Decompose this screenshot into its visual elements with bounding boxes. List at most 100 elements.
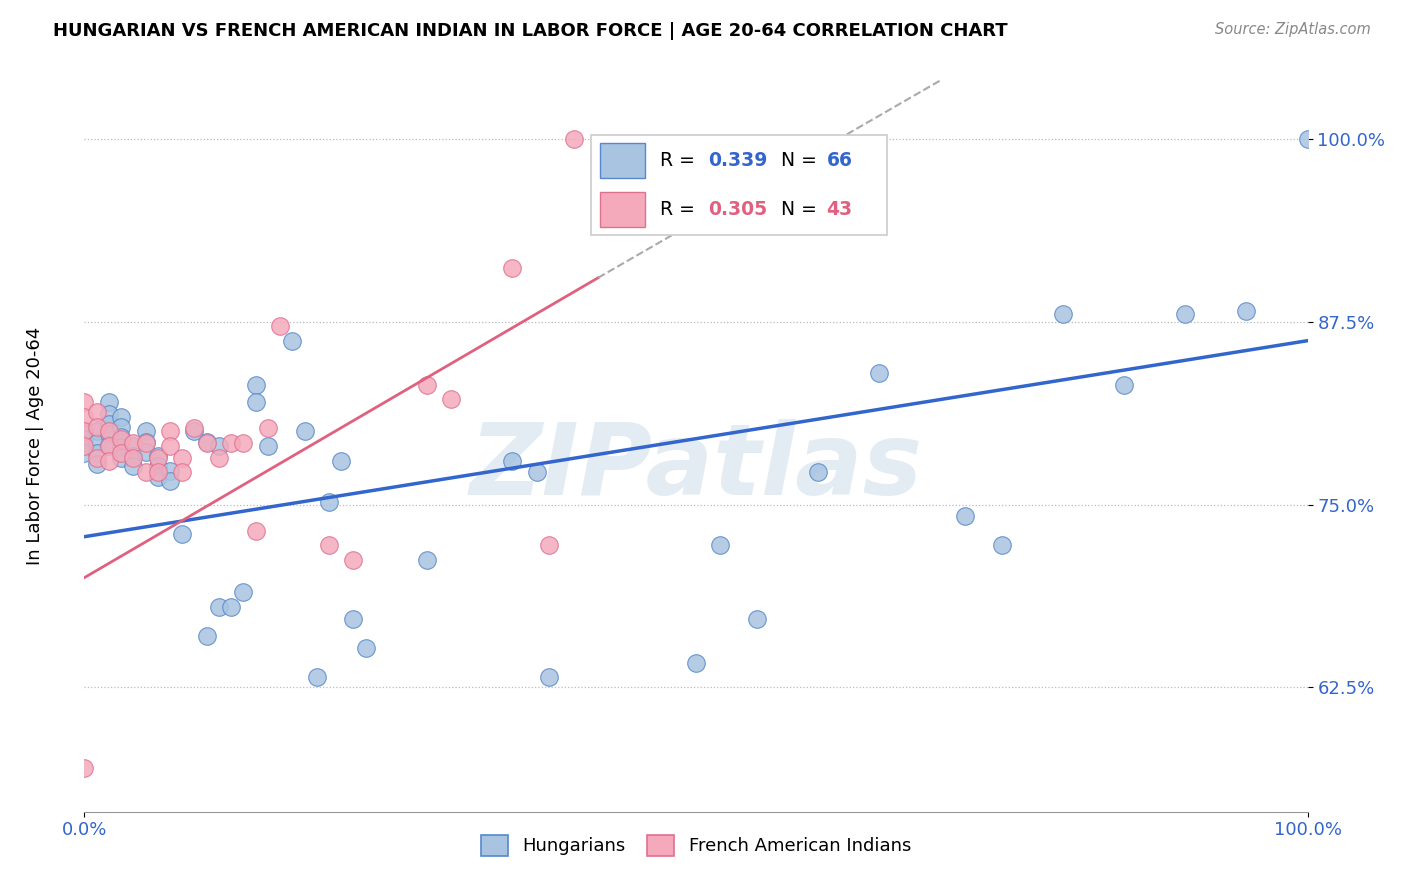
Point: [146, 466, 169, 480]
Point: [135, 445, 157, 459]
Point: [146, 459, 169, 474]
Point: [318, 539, 340, 553]
Point: [195, 629, 218, 643]
Point: [159, 439, 181, 453]
Point: [183, 425, 205, 439]
Point: [526, 466, 548, 480]
Point: [232, 436, 254, 450]
Point: [245, 377, 267, 392]
Point: [110, 430, 132, 444]
Point: [135, 436, 157, 450]
Text: 0.305: 0.305: [709, 200, 768, 219]
Point: [538, 539, 561, 553]
Point: [146, 469, 169, 483]
Point: [97, 427, 120, 442]
Point: [294, 425, 316, 439]
Text: N =: N =: [769, 200, 823, 219]
Point: [86, 450, 108, 465]
Point: [122, 449, 145, 463]
Point: [245, 524, 267, 538]
Point: [97, 395, 120, 409]
Text: HUNGARIAN VS FRENCH AMERICAN INDIAN IN LABOR FORCE | AGE 20-64 CORRELATION CHART: HUNGARIAN VS FRENCH AMERICAN INDIAN IN L…: [53, 22, 1008, 40]
Point: [416, 553, 439, 567]
Point: [502, 260, 524, 275]
Point: [538, 670, 561, 684]
Text: 66: 66: [827, 152, 852, 170]
Point: [219, 599, 242, 614]
Point: [342, 553, 364, 567]
Point: [709, 539, 731, 553]
Point: [416, 377, 439, 392]
Point: [146, 450, 169, 465]
Point: [110, 409, 132, 424]
Point: [97, 437, 120, 451]
Point: [172, 466, 194, 480]
Point: [97, 407, 120, 421]
Point: [245, 395, 267, 409]
Point: [257, 439, 280, 453]
Point: [1236, 304, 1258, 318]
Text: 0.339: 0.339: [709, 152, 768, 170]
Point: [1174, 307, 1197, 321]
Point: [1296, 132, 1319, 146]
Point: [305, 670, 328, 684]
Text: Source: ZipAtlas.com: Source: ZipAtlas.com: [1215, 22, 1371, 37]
Point: [208, 450, 231, 465]
Text: N =: N =: [769, 152, 823, 170]
Point: [97, 453, 120, 467]
Point: [122, 459, 145, 474]
Point: [159, 474, 181, 488]
Point: [110, 441, 132, 455]
Point: [257, 421, 280, 435]
Point: [747, 612, 769, 626]
Point: [172, 450, 194, 465]
Point: [195, 434, 218, 449]
FancyBboxPatch shape: [600, 193, 645, 227]
Text: R =: R =: [661, 152, 702, 170]
Point: [318, 494, 340, 508]
Point: [86, 446, 108, 460]
Point: [86, 425, 108, 439]
Point: [73, 761, 96, 775]
Point: [122, 436, 145, 450]
Point: [159, 464, 181, 478]
Point: [208, 599, 231, 614]
Point: [807, 466, 830, 480]
Point: [73, 446, 96, 460]
Point: [440, 392, 463, 407]
Text: In Labor Force | Age 20-64: In Labor Force | Age 20-64: [27, 326, 44, 566]
Point: [991, 539, 1014, 553]
Point: [73, 425, 96, 439]
Text: R =: R =: [661, 200, 702, 219]
Point: [172, 526, 194, 541]
Point: [195, 436, 218, 450]
Point: [122, 450, 145, 465]
Point: [97, 439, 120, 453]
Point: [73, 395, 96, 409]
Legend: Hungarians, French American Indians: Hungarians, French American Indians: [472, 826, 920, 865]
Point: [159, 425, 181, 439]
Point: [122, 439, 145, 453]
Point: [135, 434, 157, 449]
Point: [208, 439, 231, 453]
Point: [86, 405, 108, 419]
Point: [86, 457, 108, 471]
Point: [183, 421, 205, 435]
Point: [232, 585, 254, 599]
Point: [110, 450, 132, 465]
Point: [281, 334, 304, 348]
Text: 43: 43: [827, 200, 852, 219]
Point: [953, 509, 976, 524]
Point: [73, 425, 96, 439]
Point: [1114, 377, 1136, 392]
Point: [110, 420, 132, 434]
Point: [342, 612, 364, 626]
Point: [330, 453, 353, 467]
Point: [73, 409, 96, 424]
FancyBboxPatch shape: [591, 135, 887, 235]
Point: [562, 132, 585, 146]
Point: [110, 432, 132, 446]
Point: [869, 366, 891, 380]
Point: [97, 425, 120, 439]
Point: [97, 417, 120, 431]
